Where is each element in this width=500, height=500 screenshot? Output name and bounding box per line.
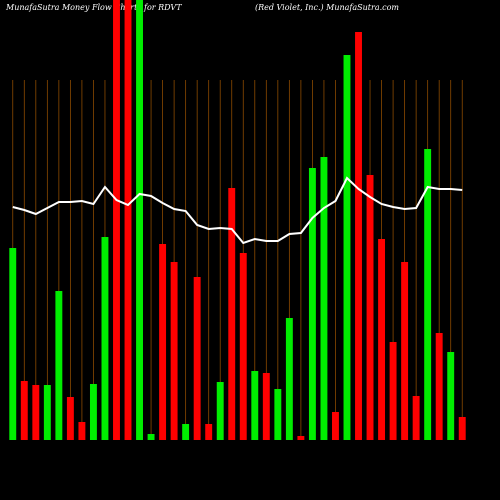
bar <box>205 424 213 440</box>
bar <box>228 188 236 440</box>
bar <box>435 333 443 440</box>
bar <box>32 385 40 440</box>
bar <box>20 381 28 440</box>
bar <box>113 0 120 440</box>
bar <box>147 434 155 440</box>
bar <box>412 396 420 440</box>
bar <box>89 384 97 440</box>
bar <box>251 371 259 440</box>
bar <box>170 262 178 440</box>
bar <box>239 253 247 440</box>
bar <box>43 385 51 440</box>
money-flow-line <box>12 176 463 245</box>
bar <box>66 397 74 440</box>
bar <box>297 436 305 440</box>
bar <box>332 412 339 440</box>
bar <box>136 0 143 440</box>
chart-subtitle: (Red Violet, Inc.) MunafaSutra.com <box>255 3 399 12</box>
bar <box>55 291 63 440</box>
bar <box>378 239 386 440</box>
bar <box>401 262 409 440</box>
bar <box>424 149 432 440</box>
bar <box>101 237 109 440</box>
bar <box>343 55 351 440</box>
bar <box>216 382 224 440</box>
bar <box>308 168 316 440</box>
bar <box>320 157 328 440</box>
bar <box>274 389 282 440</box>
bar <box>458 417 466 440</box>
bar <box>447 352 455 440</box>
bar <box>285 318 293 440</box>
bar <box>366 175 374 440</box>
bar <box>9 248 17 440</box>
bar <box>262 373 270 440</box>
bar <box>159 244 167 440</box>
bar <box>124 0 132 440</box>
bar <box>389 342 397 440</box>
bar <box>78 422 86 440</box>
chart-title: MunafaSutra Money Flow Charts for RDVT <box>5 3 182 12</box>
bar <box>355 32 362 440</box>
bar <box>193 277 201 440</box>
bar <box>182 424 190 440</box>
